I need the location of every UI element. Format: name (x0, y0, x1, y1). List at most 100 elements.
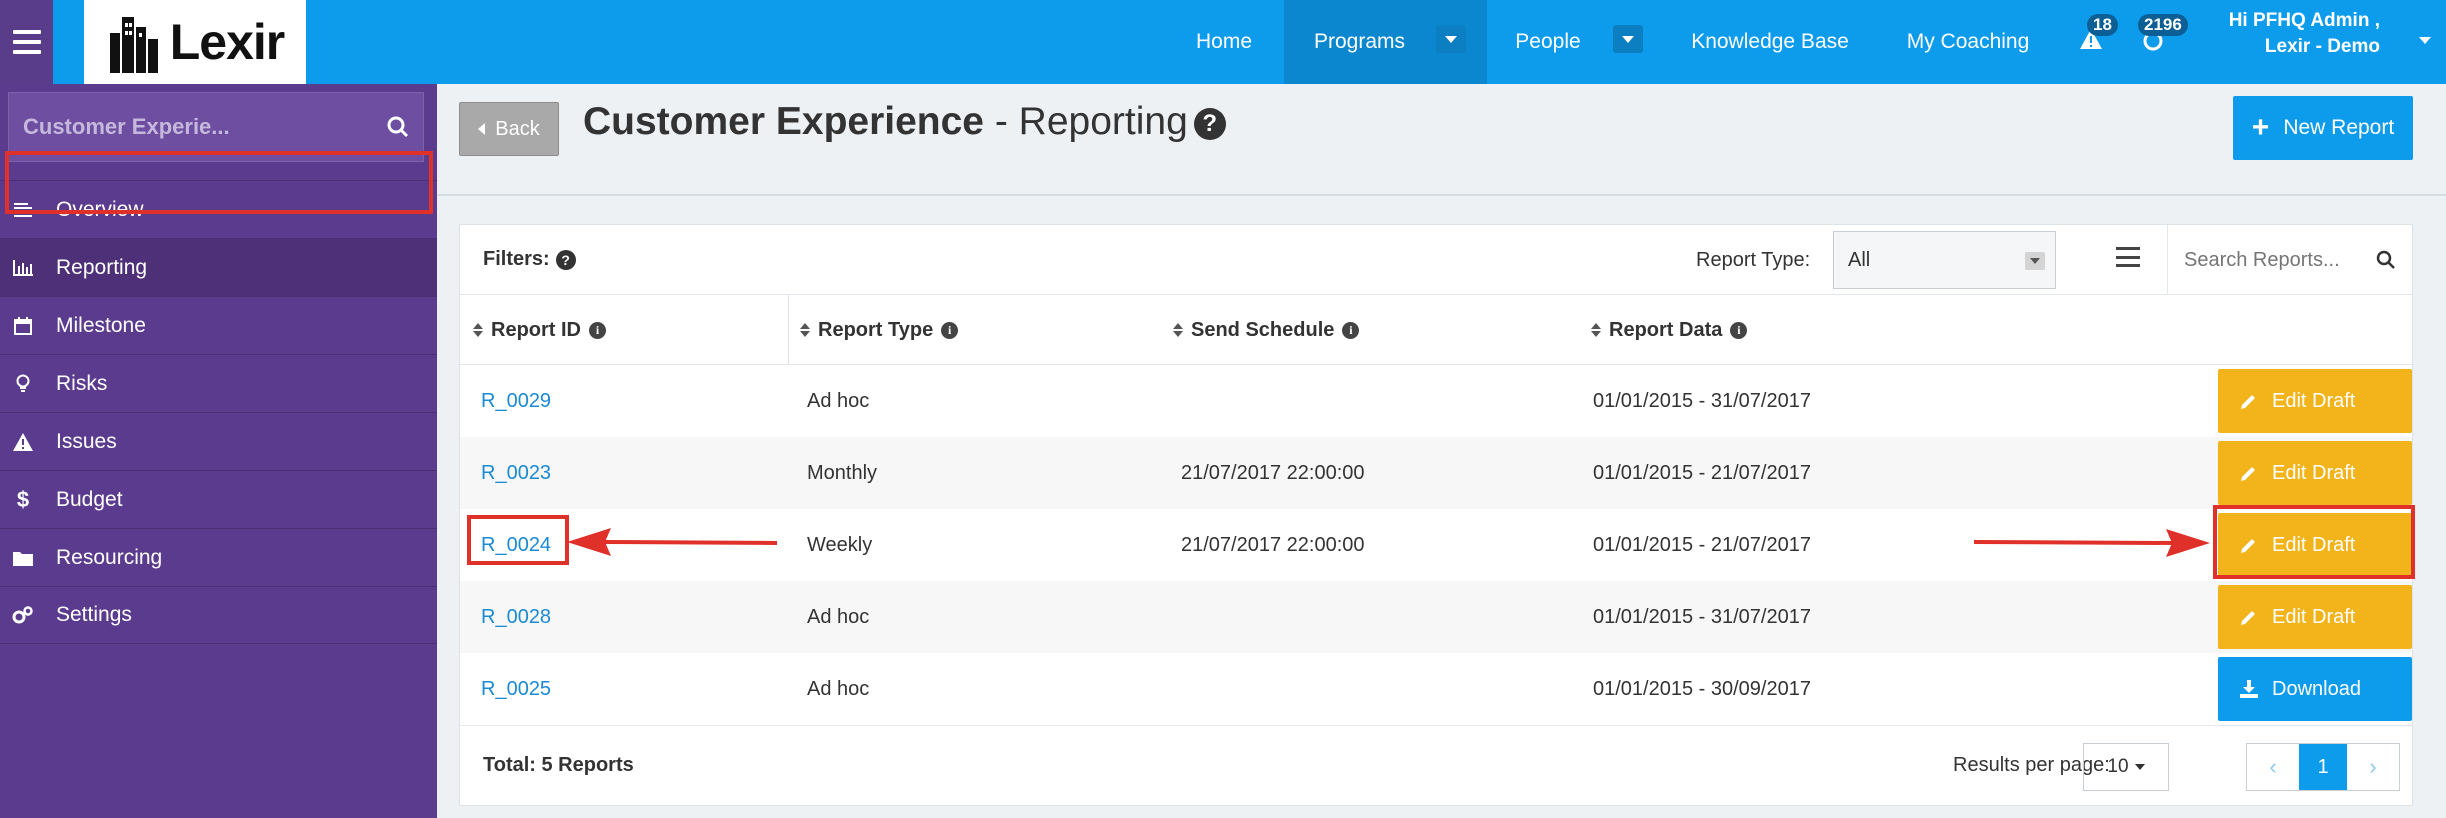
report-type-cell: Weekly (807, 533, 873, 556)
page-header: Back Customer Experience - Reporting? + … (437, 84, 2446, 196)
sidebar-program-search[interactable]: Customer Experie... (8, 92, 424, 162)
pencil-icon (2241, 539, 2255, 553)
table-row: R_0025 Ad hoc 01/01/2015 - 30/09/2017 Do… (460, 653, 2412, 725)
report-type-cell: Ad hoc (807, 389, 870, 412)
sidebar-item-reporting[interactable]: Reporting (0, 238, 437, 296)
sidebar-item-label: Milestone (56, 313, 146, 337)
user-greeting: Hi PFHQ Admin , (2228, 10, 2380, 31)
column-header-label: Report Data (1609, 318, 1723, 341)
filters-label-text: Filters: (483, 248, 550, 270)
menu-toggle-button[interactable] (0, 0, 53, 84)
column-menu-icon[interactable] (2116, 247, 2140, 267)
pencil-icon (2241, 467, 2255, 481)
annotation-highlight-edit-draft (2213, 505, 2415, 579)
report-id-link[interactable]: R_0024 (481, 533, 552, 556)
filter-bar: Filters: ? Report Type: All (460, 225, 2412, 295)
results-per-page-select[interactable]: 10 (2083, 743, 2169, 791)
sidebar-item-risks[interactable]: Risks (0, 354, 437, 412)
annotation-highlight-reporting (5, 151, 433, 214)
edit-draft-button[interactable]: Edit Draft (2218, 513, 2412, 577)
nav-home[interactable]: Home (1195, 30, 1253, 53)
people-dropdown-button[interactable] (1613, 25, 1643, 53)
sort-icon (1591, 323, 1601, 337)
logo[interactable]: Lexir (84, 0, 306, 84)
report-type-select[interactable]: All (1833, 231, 2056, 289)
info-icon: i (941, 321, 959, 339)
report-id-link[interactable]: R_0028 (481, 605, 552, 628)
sort-icon (800, 323, 810, 337)
report-data-cell: 01/01/2015 - 21/07/2017 (1593, 533, 1811, 556)
action-label: Edit Draft (2272, 533, 2356, 556)
report-type-cell: Ad hoc (807, 605, 870, 628)
page-title: Customer Experience - Reporting? (583, 100, 1226, 144)
edit-draft-button[interactable]: Edit Draft (2218, 585, 2412, 649)
back-button-label: Back (495, 117, 540, 140)
help-icon[interactable]: ? (1193, 107, 1226, 140)
report-id-link[interactable]: R_0023 (481, 461, 552, 484)
sidebar-search-text: Customer Experie... (23, 114, 230, 139)
messages-button[interactable]: 2196 (2138, 14, 2188, 58)
nav-knowledge-base[interactable]: Knowledge Base (1691, 30, 1849, 53)
column-header-label: Send Schedule (1191, 318, 1335, 341)
dollar-icon: $ (16, 486, 30, 512)
bar-chart-icon (4, 259, 42, 276)
warning-icon (2080, 29, 2102, 49)
report-data-cell: 01/01/2015 - 31/07/2017 (1593, 605, 1811, 628)
caret-left-icon (478, 123, 486, 135)
report-id-link[interactable]: R_0029 (481, 389, 552, 412)
prev-page-button[interactable]: ‹ (2247, 744, 2299, 790)
sidebar-item-issues[interactable]: Issues (0, 412, 437, 470)
report-type-cell: Monthly (807, 461, 878, 484)
nav-my-coaching[interactable]: My Coaching (1906, 30, 2030, 53)
report-type-label: Report Type: (1696, 249, 1811, 271)
sidebar-item-overview[interactable]: Overview (0, 180, 437, 238)
sidebar-item-milestone[interactable]: Milestone (0, 296, 437, 354)
alerts-button[interactable]: 18 (2079, 14, 2118, 58)
calendar-icon (4, 316, 42, 335)
table-row: R_0024 Weekly 21/07/2017 22:00:00 01/01/… (460, 509, 2412, 581)
chevron-left-icon: ‹ (2269, 754, 2277, 779)
user-dropdown-button[interactable] (2410, 25, 2440, 55)
pencil-icon (2241, 611, 2255, 625)
column-header-report-type[interactable]: Report Type i (800, 295, 959, 365)
sidebar-item-label: Risks (56, 371, 108, 395)
column-header-report-data[interactable]: Report Data i (1591, 295, 1748, 365)
sidebar-item-label: Budget (56, 487, 123, 511)
sidebar-item-settings[interactable]: Settings (0, 586, 437, 644)
column-header-report-id[interactable]: Report ID i (473, 295, 606, 365)
sidebar-item-label: Overview (56, 197, 144, 221)
user-menu[interactable]: Hi PFHQ Admin , Lexir - Demo (2229, 8, 2380, 60)
report-id-link[interactable]: R_0025 (481, 677, 552, 700)
page-button[interactable]: 1 (2299, 744, 2347, 790)
edit-draft-button[interactable]: Edit Draft (2218, 441, 2412, 505)
annotation-highlight-report-id (467, 515, 569, 565)
alerts-count-badge: 18 (2087, 14, 2118, 36)
action-label: Edit Draft (2272, 461, 2356, 484)
programs-dropdown-button[interactable] (1436, 25, 1466, 53)
download-button[interactable]: Download (2218, 657, 2412, 721)
report-type-value: All (1848, 248, 1871, 271)
info-icon: i (1342, 321, 1360, 339)
back-button[interactable]: Back (459, 102, 559, 156)
report-search-input[interactable] (2184, 248, 2354, 272)
sidebar-item-label: Issues (56, 429, 117, 453)
plus-icon: + (2251, 111, 2270, 144)
column-header-label: Report Type (818, 318, 934, 341)
new-report-label: New Report (2283, 116, 2395, 139)
search-icon[interactable] (2376, 250, 2396, 270)
help-icon[interactable]: ? (555, 249, 576, 270)
new-report-button[interactable]: + New Report (2233, 96, 2413, 160)
download-icon (2240, 680, 2258, 698)
table-header: Report ID i Report Type i Send Schedule … (460, 295, 2412, 365)
sidebar-item-resourcing[interactable]: Resourcing (0, 528, 437, 586)
column-header-send-schedule[interactable]: Send Schedule i (1173, 295, 1360, 365)
info-icon: i (589, 321, 606, 339)
table-row: R_0028 Ad hoc 01/01/2015 - 31/07/2017 Ed… (460, 581, 2412, 653)
sidebar-item-budget[interactable]: $ Budget (0, 470, 437, 528)
nav-people[interactable]: People (1515, 30, 1581, 53)
caret-down-icon (2134, 764, 2145, 770)
edit-draft-button[interactable]: Edit Draft (2218, 369, 2412, 433)
next-page-button[interactable]: › (2347, 744, 2399, 790)
search-icon[interactable] (387, 116, 409, 138)
lightbulb-icon (4, 374, 42, 394)
